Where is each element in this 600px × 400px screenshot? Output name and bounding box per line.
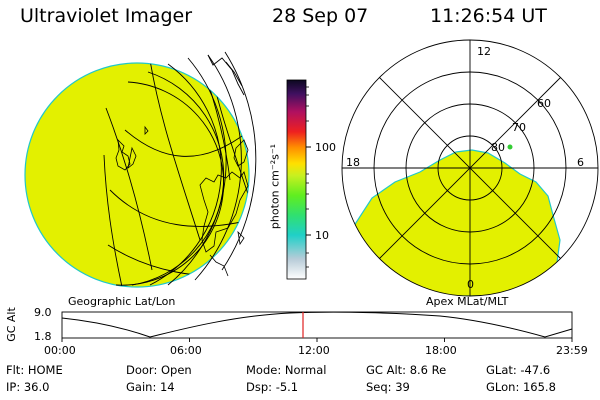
polar-grid <box>341 39 599 297</box>
timeline-xtick-0600: 06:00 <box>170 344 202 357</box>
status-door: Door: Open <box>126 363 192 377</box>
geographic-panel-label: Geographic Lat/Lon <box>68 295 176 308</box>
status-door-label: Door: <box>126 363 158 377</box>
auroral-oval <box>349 149 561 296</box>
status-dsp-label: Dsp: <box>246 380 273 394</box>
colorbar <box>286 79 311 280</box>
status-mode: Mode: Normal <box>246 363 326 377</box>
status-gain-value: 14 <box>159 380 175 394</box>
instrument-title: Ultraviolet Imager <box>20 5 193 27</box>
timeline-ytick-max: 9.0 <box>34 306 52 319</box>
emission-disk <box>24 62 250 288</box>
status-glat-value: -47.6 <box>520 363 551 377</box>
polar-mlat-mlt-panel <box>341 39 599 297</box>
status-gcalt-value: 8.6 Re <box>409 363 447 377</box>
colorbar-gradient <box>286 79 307 280</box>
status-dsp-value: -5.1 <box>275 380 299 394</box>
mlt-label-18: 18 <box>346 156 360 169</box>
status-seq: Seq: 39 <box>366 380 410 394</box>
polar-panel-label: Apex MLat/MLT <box>426 295 509 308</box>
status-flt: Flt: HOME <box>6 363 63 377</box>
mlt-label-6: 6 <box>577 156 584 169</box>
timeline-ytick-min: 1.8 <box>34 330 52 343</box>
mlt-label-12: 12 <box>477 45 491 58</box>
colorbar-label-10: 10 <box>315 229 329 242</box>
status-flt-value: HOME <box>27 363 63 377</box>
mlat-label-80: 80 <box>491 141 505 154</box>
altitude-timeline <box>61 311 573 342</box>
status-mode-label: Mode: <box>246 363 282 377</box>
status-glat-label: GLat: <box>486 363 517 377</box>
altitude-curve <box>61 311 573 338</box>
mlat-label-70: 70 <box>512 121 526 134</box>
status-gain: Gain: 14 <box>126 380 175 394</box>
status-seq-value: 39 <box>395 380 410 394</box>
status-mode-value: Normal <box>284 363 327 377</box>
mlat-label-60: 60 <box>537 97 551 110</box>
timeline-ticks <box>61 338 573 342</box>
status-dsp: Dsp: -5.1 <box>246 380 298 394</box>
status-glat: GLat: -47.6 <box>486 363 550 377</box>
geographic-map-panel <box>24 51 257 288</box>
observation-date: 28 Sep 07 <box>272 5 369 27</box>
status-ip: IP: 36.0 <box>6 380 49 394</box>
coastlines <box>115 125 249 277</box>
status-ip-label: IP: <box>6 380 21 394</box>
status-door-value: Open <box>160 363 192 377</box>
timeline-xtick-1800: 18:00 <box>425 344 457 357</box>
status-flt-label: Flt: <box>6 363 25 377</box>
status-gc-alt: GC Alt: 8.6 Re <box>366 363 446 377</box>
status-glon-value: 165.8 <box>522 380 556 394</box>
status-ip-value: 36.0 <box>23 380 50 394</box>
status-gain-label: Gain: <box>126 380 157 394</box>
timeline-xtick-2359: 23:59 <box>556 344 588 357</box>
colorbar-label-100: 100 <box>315 141 336 154</box>
status-glon: GLon: 165.8 <box>486 380 556 394</box>
latitude-arcs <box>115 51 257 286</box>
timeline-axis-label: GC Alt <box>4 307 18 342</box>
observation-time: 11:26:54 UT <box>430 5 547 27</box>
status-seq-label: Seq: <box>366 380 392 394</box>
colorbar-unit-label: photon cm⁻²s⁻¹ <box>268 143 282 230</box>
mlt-label-0: 0 <box>467 278 474 291</box>
auroral-spot <box>507 144 513 150</box>
status-glon-label: GLon: <box>486 380 520 394</box>
colorbar-minor-ticks <box>306 86 309 268</box>
status-gcalt-label: GC Alt: <box>366 363 407 377</box>
lat-lon-grid <box>103 63 249 287</box>
timeline-xtick-1200: 12:00 <box>298 344 330 357</box>
timeline-xtick-0000: 00:00 <box>44 344 76 357</box>
